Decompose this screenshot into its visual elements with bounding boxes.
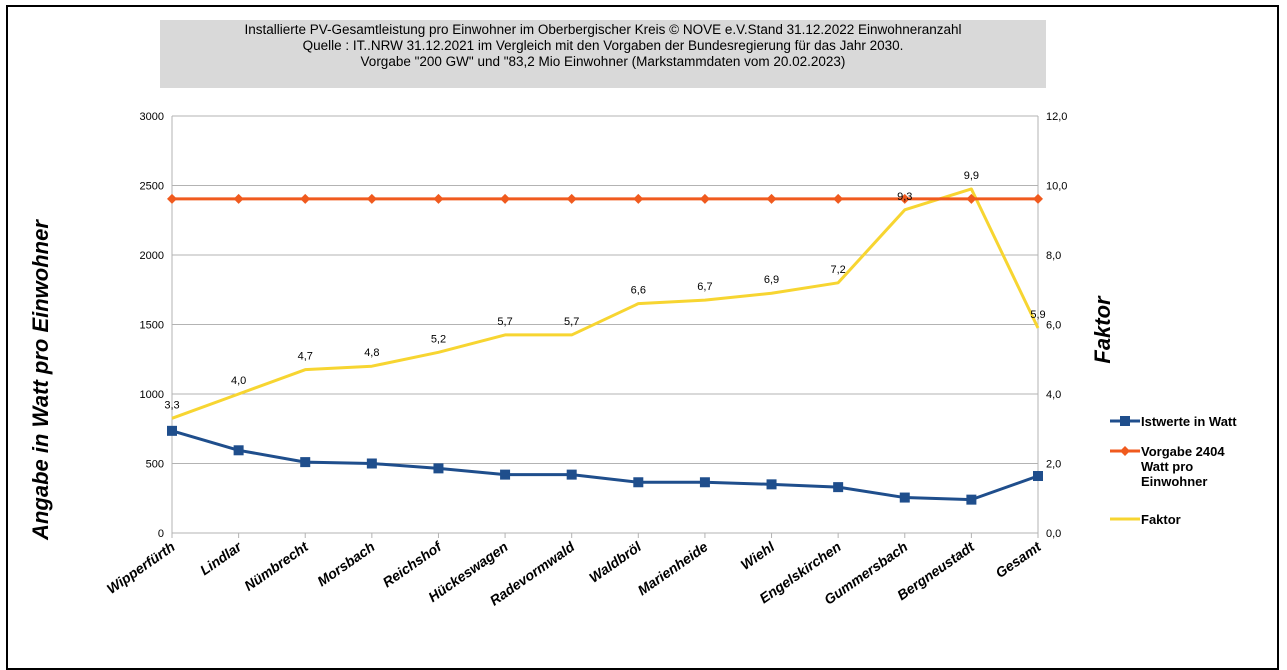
y2-tick-label: 10,0 — [1046, 181, 1067, 193]
istwerte-point — [300, 457, 311, 468]
faktor-data-label: 4,0 — [231, 375, 246, 387]
x-tick-label: Wiehl — [738, 538, 779, 573]
series-markers — [167, 193, 1043, 505]
y-tick-label: 2000 — [140, 250, 164, 262]
faktor-data-label: 4,7 — [298, 351, 313, 363]
legend-label: Vorgabe 2404 — [1141, 444, 1225, 459]
x-tick-label: Nümbrecht — [241, 538, 312, 594]
istwerte-point — [366, 458, 377, 469]
vorgabe-point — [966, 193, 977, 204]
x-tick-label: Morsbach — [314, 538, 377, 589]
legend-marker — [1120, 416, 1130, 426]
istwerte-point — [1033, 471, 1043, 482]
title-line-1: Installierte PV-Gesamtleistung pro Einwo… — [244, 22, 962, 37]
y-axis-title: Angabe in Watt pro Einwohner — [28, 219, 53, 541]
chart-title: Installierte PV-Gesamtleistung pro Einwo… — [160, 20, 1046, 88]
x-tick-label: Waldbröl — [586, 538, 645, 586]
faktor-data-label: 6,7 — [697, 281, 712, 293]
faktor-data-label: 3,3 — [164, 399, 179, 411]
vorgabe-point — [833, 193, 844, 204]
y2-tick-label: 6,0 — [1046, 320, 1061, 332]
istwerte-point — [566, 469, 577, 480]
vorgabe-point — [366, 193, 377, 204]
faktor-data-label: 6,6 — [631, 285, 646, 297]
istwerte-point — [899, 492, 910, 503]
faktor-data-labels: 3,3 4,0 4,7 4,8 5,2 5,7 5,7 6,6 6,7 6,9 7,2 9,3 9,9 5… — [164, 170, 1045, 411]
right-y-axis-ticks: 0,0 2,0 4,0 6,0 8,0 10,0 12,0 — [1046, 111, 1067, 540]
legend-marker — [1120, 446, 1130, 456]
vorgabe-point — [633, 193, 644, 204]
y2-tick-label: 4,0 — [1046, 389, 1061, 401]
title-line-3: Vorgabe "200 GW" und "83,2 Mio Einwohner… — [360, 54, 846, 69]
gridlines — [171, 115, 1039, 538]
series-line-0 — [171, 429, 1039, 502]
x-tick-label: Wipperfürth — [104, 538, 178, 597]
legend-label: Watt pro — [1141, 459, 1193, 474]
x-tick-label: Gesamt — [992, 538, 1044, 581]
vorgabe-point — [899, 193, 910, 204]
faktor-data-label: 4,8 — [364, 347, 379, 359]
istwerte-point — [699, 477, 710, 488]
y-tick-label: 3000 — [140, 111, 164, 123]
legend-label: Faktor — [1141, 512, 1181, 527]
faktor-data-label: 7,2 — [831, 264, 846, 276]
series-line-2 — [171, 187, 1040, 420]
istwerte-point — [633, 477, 644, 488]
faktor-data-label: 5,7 — [497, 316, 512, 328]
title-line-2: Quelle : IT..NRW 31.12.2021 im Vergleich… — [302, 38, 904, 53]
vorgabe-point — [766, 193, 777, 204]
vorgabe-point — [433, 193, 444, 204]
faktor-data-label: 5,9 — [1030, 309, 1045, 321]
vorgabe-point — [167, 193, 177, 204]
y2-tick-label: 12,0 — [1046, 111, 1067, 123]
istwerte-point — [433, 463, 444, 474]
y2-tick-label: 8,0 — [1046, 250, 1061, 262]
istwerte-point — [766, 479, 777, 490]
vorgabe-point — [1033, 193, 1043, 204]
y-tick-label: 500 — [146, 459, 164, 471]
faktor-data-label: 5,7 — [564, 316, 579, 328]
y2-tick-label: 2,0 — [1046, 459, 1061, 471]
vorgabe-point — [233, 193, 244, 204]
y-tick-label: 2500 — [140, 181, 164, 193]
faktor-data-label: 9,9 — [964, 170, 979, 182]
istwerte-point — [233, 445, 244, 456]
y-tick-label: 0 — [158, 528, 164, 540]
x-tick-label: Marienheide — [635, 538, 711, 598]
vorgabe-point — [300, 193, 311, 204]
y2-tick-label: 0,0 — [1046, 528, 1061, 540]
istwerte-point — [833, 482, 844, 493]
y-tick-label: 1500 — [140, 320, 164, 332]
faktor-data-label: 9,3 — [897, 191, 912, 203]
left-y-axis-ticks: 0 500 1000 1500 2000 2500 3000 — [140, 111, 164, 540]
istwerte-point — [500, 469, 511, 480]
y2-axis-title: Faktor — [1090, 295, 1115, 364]
legend-label: Einwohner — [1141, 474, 1207, 489]
faktor-data-label: 6,9 — [764, 274, 779, 286]
vorgabe-point — [500, 193, 511, 204]
x-tick-label: Reichshof — [380, 538, 446, 591]
series-lines — [171, 187, 1040, 502]
legend-label: Istwerte in Watt — [1141, 414, 1237, 429]
istwerte-point — [966, 494, 977, 505]
vorgabe-point — [699, 193, 710, 204]
y-tick-label: 1000 — [140, 389, 164, 401]
vorgabe-point — [566, 193, 577, 204]
faktor-data-label: 5,2 — [431, 333, 446, 345]
istwerte-point — [167, 425, 177, 436]
x-tick-label: Lindlar — [197, 537, 246, 578]
